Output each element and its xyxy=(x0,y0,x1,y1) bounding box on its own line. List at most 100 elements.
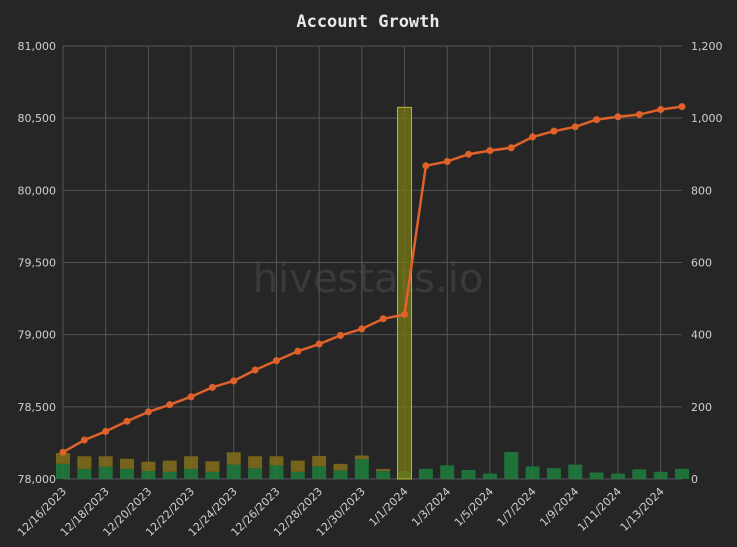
line-point xyxy=(166,401,174,409)
line-point xyxy=(358,325,366,333)
bar xyxy=(141,471,156,479)
bar xyxy=(269,465,284,479)
watermark-text: hivestats.io xyxy=(253,256,484,302)
line-point xyxy=(208,383,216,391)
bar xyxy=(205,471,220,479)
x-tick-label: 1/5/2024 xyxy=(452,485,496,529)
line-point xyxy=(593,116,601,124)
line-point xyxy=(80,436,88,444)
y-left-tick-label: 79,500 xyxy=(18,257,57,270)
bar xyxy=(98,456,113,467)
bar xyxy=(333,463,348,471)
line-point xyxy=(657,106,665,114)
bar xyxy=(290,471,305,479)
bar xyxy=(226,452,241,465)
x-tick-label: 1/11/2024 xyxy=(575,485,624,534)
bar xyxy=(184,456,199,469)
line-point xyxy=(443,157,451,165)
bar xyxy=(56,463,70,479)
line-point xyxy=(529,133,537,141)
line-point xyxy=(123,417,131,425)
bar xyxy=(354,459,369,479)
x-tick-label: 1/1/2024 xyxy=(367,485,411,529)
bar xyxy=(376,468,391,472)
bar xyxy=(120,468,135,479)
bar xyxy=(589,472,604,479)
y-right-tick-label: 600 xyxy=(691,257,712,270)
bar xyxy=(333,470,348,479)
line-point xyxy=(230,377,238,385)
bar xyxy=(248,456,263,469)
bar xyxy=(525,466,540,479)
bar xyxy=(354,455,369,460)
line-point xyxy=(571,123,579,131)
bar xyxy=(269,456,284,466)
bar xyxy=(205,461,220,472)
y-right-tick-label: 1,200 xyxy=(691,40,723,53)
bar xyxy=(482,473,497,479)
y-right-tick-label: 800 xyxy=(691,184,712,197)
y-left-tick-label: 81,000 xyxy=(18,40,57,53)
y-right-tick-label: 1,000 xyxy=(691,112,723,125)
line-point xyxy=(144,408,152,416)
bar xyxy=(418,468,433,479)
bar xyxy=(504,451,519,479)
line-point xyxy=(550,127,558,135)
line-point xyxy=(422,162,430,170)
bar xyxy=(184,468,199,479)
y-left-tick-label: 78,500 xyxy=(18,401,57,414)
line-point xyxy=(465,150,473,158)
bar xyxy=(610,473,625,479)
bar xyxy=(290,460,305,472)
bar xyxy=(675,468,689,479)
y-right-tick-label: 0 xyxy=(691,473,698,486)
y-left-tick-label: 80,000 xyxy=(18,184,57,197)
bar xyxy=(56,453,70,464)
bar xyxy=(376,471,391,479)
bar xyxy=(98,466,113,479)
line-point xyxy=(635,111,643,119)
line-point xyxy=(294,347,302,355)
bar xyxy=(248,468,263,479)
bars-layer xyxy=(56,106,689,480)
line-layer xyxy=(59,103,686,456)
line-point xyxy=(315,340,323,348)
y-right-tick-label: 200 xyxy=(691,401,712,414)
bar xyxy=(440,465,455,479)
x-tick-label: 1/3/2024 xyxy=(409,485,453,529)
y-left-tick-label: 79,000 xyxy=(18,329,57,342)
y-right-tick-label: 400 xyxy=(691,329,712,342)
line-point xyxy=(187,393,195,401)
line-point xyxy=(486,147,494,155)
x-tick-label: 1/7/2024 xyxy=(495,485,539,529)
bar xyxy=(77,468,92,479)
bar xyxy=(546,468,561,479)
x-tick-label: 1/9/2024 xyxy=(537,485,581,529)
bar xyxy=(312,466,327,479)
bar xyxy=(461,469,476,479)
bar xyxy=(162,460,177,472)
line-point xyxy=(379,315,387,323)
line-point xyxy=(251,366,259,374)
bar xyxy=(568,464,583,479)
bar xyxy=(226,464,241,479)
bar xyxy=(77,456,92,469)
chart-title: Account Growth xyxy=(296,12,439,32)
bar xyxy=(120,458,135,469)
growth-line xyxy=(62,105,683,454)
x-tick-label: 1/13/2024 xyxy=(618,485,667,534)
bar xyxy=(632,469,647,479)
line-point xyxy=(678,103,686,111)
grid-lines xyxy=(62,45,682,480)
y-left-tick-label: 78,000 xyxy=(18,473,57,486)
line-point xyxy=(59,448,67,456)
line-point xyxy=(614,113,622,121)
line-point xyxy=(336,331,344,339)
line-point xyxy=(401,310,409,318)
line-point xyxy=(272,357,280,365)
bar xyxy=(162,471,177,479)
y-left-tick-label: 80,500 xyxy=(18,112,57,125)
bar xyxy=(653,471,668,479)
line-point xyxy=(507,144,515,152)
